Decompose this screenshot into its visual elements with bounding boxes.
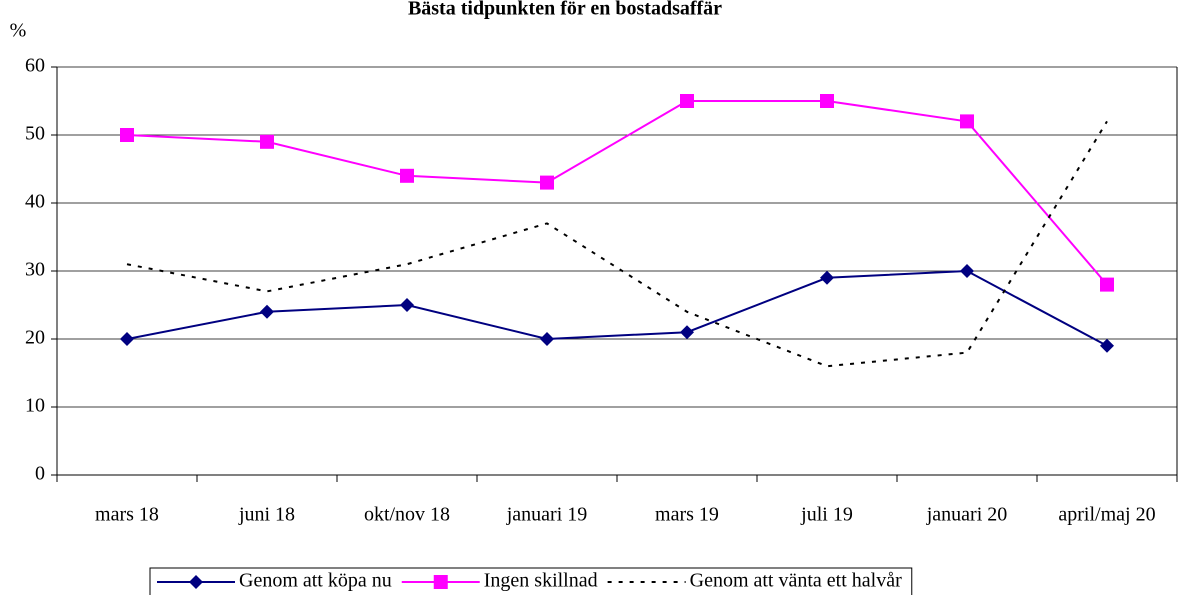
- x-tick-label: mars 18: [95, 504, 159, 526]
- data-point: [820, 270, 834, 285]
- data-point: [1100, 277, 1114, 292]
- data-point: [820, 94, 834, 108]
- series-line: [126, 120, 1108, 368]
- y-tick-label: 60: [25, 55, 45, 77]
- data-point: [260, 304, 274, 319]
- data-point: [120, 128, 134, 142]
- y-tick-label: 20: [25, 327, 45, 349]
- x-tick-label: januari 19: [506, 504, 588, 526]
- data-point: [120, 332, 134, 346]
- data-point: [960, 264, 974, 278]
- data-point: [260, 134, 274, 149]
- y-tick-label: 30: [25, 259, 45, 281]
- y-tick-label: 10: [25, 395, 45, 417]
- legend-label: Genom att köpa nu: [239, 570, 392, 592]
- data-point: [680, 325, 694, 340]
- data-point: [400, 168, 414, 183]
- legend-marker: [433, 575, 448, 589]
- legend-label: Genom att vänta ett halvår: [690, 570, 902, 592]
- data-point: [1100, 338, 1114, 353]
- series-line: [126, 100, 1108, 286]
- legend-box: [149, 567, 913, 595]
- x-tick-label: mars 19: [655, 504, 719, 526]
- data-point: [540, 175, 554, 190]
- legend-marker: [189, 575, 203, 589]
- data-point: [960, 114, 974, 129]
- legend-label: Ingen skillnad: [484, 570, 598, 592]
- data-point: [540, 332, 554, 346]
- x-tick-label: okt/nov 18: [364, 504, 450, 526]
- y-tick-label: 40: [25, 191, 45, 213]
- data-point: [680, 94, 694, 108]
- chart-title: Bästa tidpunkten för en bostadsaffär: [408, 0, 722, 20]
- x-tick-label: januari 20: [926, 504, 1008, 526]
- y-tick-label: 0: [35, 463, 45, 485]
- legend: Genom att köpa nu Ingen skillnad Genom att…: [149, 567, 913, 595]
- y-tick-label: 50: [25, 123, 45, 145]
- data-point: [400, 298, 414, 312]
- series-line: [126, 269, 1108, 347]
- y-axis-label: %: [10, 20, 27, 42]
- x-tick-label: april/maj 20: [1058, 504, 1155, 526]
- x-tick-label: juni 18: [238, 504, 295, 526]
- x-tick-label: juli 19: [800, 504, 853, 526]
